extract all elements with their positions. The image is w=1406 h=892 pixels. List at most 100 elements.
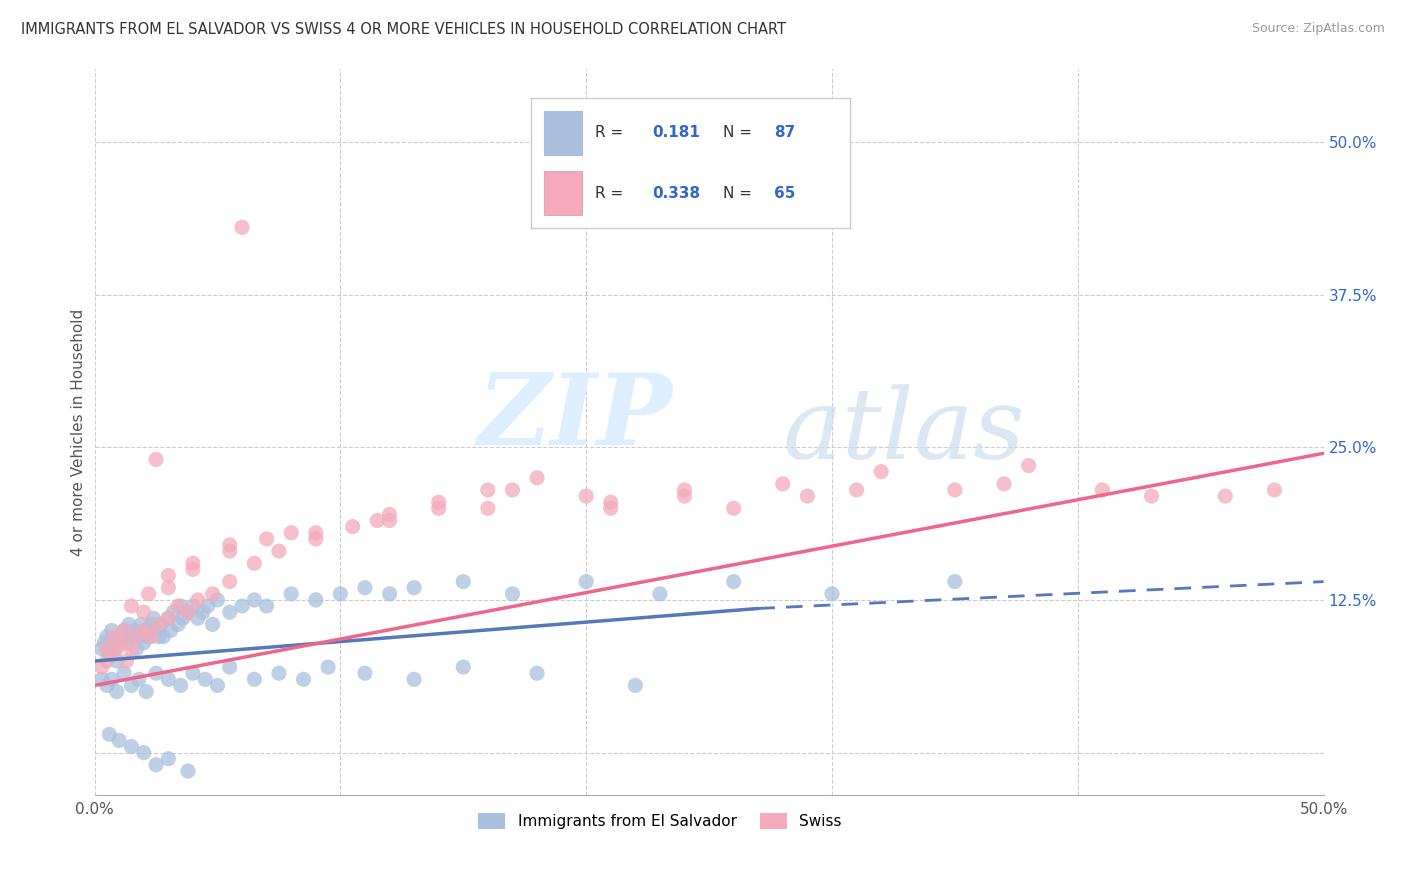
Point <box>624 678 647 692</box>
Point <box>172 611 194 625</box>
Point <box>91 660 114 674</box>
Point <box>187 611 209 625</box>
Point <box>197 599 219 613</box>
Point <box>243 673 266 687</box>
Point <box>427 501 450 516</box>
Point <box>120 599 142 613</box>
Point <box>267 544 290 558</box>
Point <box>157 581 180 595</box>
Point <box>145 666 167 681</box>
Point <box>135 624 157 638</box>
Point <box>243 593 266 607</box>
Point <box>231 599 253 613</box>
Text: atlas: atlas <box>783 384 1025 480</box>
Point <box>1091 483 1114 497</box>
Point <box>157 752 180 766</box>
Point <box>207 678 229 692</box>
Point <box>98 727 121 741</box>
Point <box>870 465 893 479</box>
Point <box>526 471 548 485</box>
Point <box>256 599 278 613</box>
Point <box>142 611 165 625</box>
Point <box>181 599 204 613</box>
Point <box>132 636 155 650</box>
Point <box>1018 458 1040 473</box>
Point <box>125 641 148 656</box>
Point <box>159 624 181 638</box>
Point <box>177 605 200 619</box>
Point <box>139 630 162 644</box>
Point <box>108 733 131 747</box>
Point <box>181 556 204 570</box>
Point <box>218 538 240 552</box>
Point <box>378 508 401 522</box>
Point <box>167 617 190 632</box>
Point <box>1263 483 1285 497</box>
Point <box>943 574 966 589</box>
Point <box>112 666 135 681</box>
Point <box>404 581 426 595</box>
Point <box>218 660 240 674</box>
Point <box>194 673 217 687</box>
Point <box>723 574 745 589</box>
Point <box>177 764 200 778</box>
Point <box>354 581 377 595</box>
Point <box>231 220 253 235</box>
Point <box>157 568 180 582</box>
Point <box>108 636 131 650</box>
Point <box>105 641 128 656</box>
Point <box>378 587 401 601</box>
Point <box>135 684 157 698</box>
Point <box>157 611 180 625</box>
Point <box>648 587 671 601</box>
Point <box>280 525 302 540</box>
Point <box>993 476 1015 491</box>
Point <box>110 630 132 644</box>
Point <box>103 630 125 644</box>
Point <box>110 636 132 650</box>
Point <box>96 641 118 656</box>
Point <box>329 587 352 601</box>
Point <box>366 514 388 528</box>
Point <box>91 641 114 656</box>
Point <box>181 562 204 576</box>
Point <box>125 630 148 644</box>
Point <box>427 495 450 509</box>
Point <box>451 574 474 589</box>
Point <box>145 624 167 638</box>
Point <box>305 532 328 546</box>
Point <box>96 630 118 644</box>
Point <box>128 673 150 687</box>
Point <box>138 630 160 644</box>
Point <box>342 519 364 533</box>
Point <box>256 532 278 546</box>
Point <box>148 630 170 644</box>
Point <box>120 678 142 692</box>
Point <box>101 673 124 687</box>
Point <box>673 483 696 497</box>
Y-axis label: 4 or more Vehicles in Household: 4 or more Vehicles in Household <box>72 309 86 556</box>
Point <box>292 673 315 687</box>
Point <box>280 587 302 601</box>
Point <box>943 483 966 497</box>
Point <box>128 630 150 644</box>
Point <box>191 605 214 619</box>
Point <box>91 673 114 687</box>
Point <box>305 593 328 607</box>
Point <box>599 495 621 509</box>
Point <box>404 673 426 687</box>
Point <box>145 452 167 467</box>
Point <box>201 587 224 601</box>
Point <box>575 574 598 589</box>
Point <box>157 673 180 687</box>
Point <box>115 636 138 650</box>
Point <box>177 605 200 619</box>
Point <box>1213 489 1236 503</box>
Point <box>305 525 328 540</box>
Point <box>821 587 844 601</box>
Point <box>105 684 128 698</box>
Point <box>599 501 621 516</box>
Point <box>167 599 190 613</box>
Point <box>145 757 167 772</box>
Point <box>115 654 138 668</box>
